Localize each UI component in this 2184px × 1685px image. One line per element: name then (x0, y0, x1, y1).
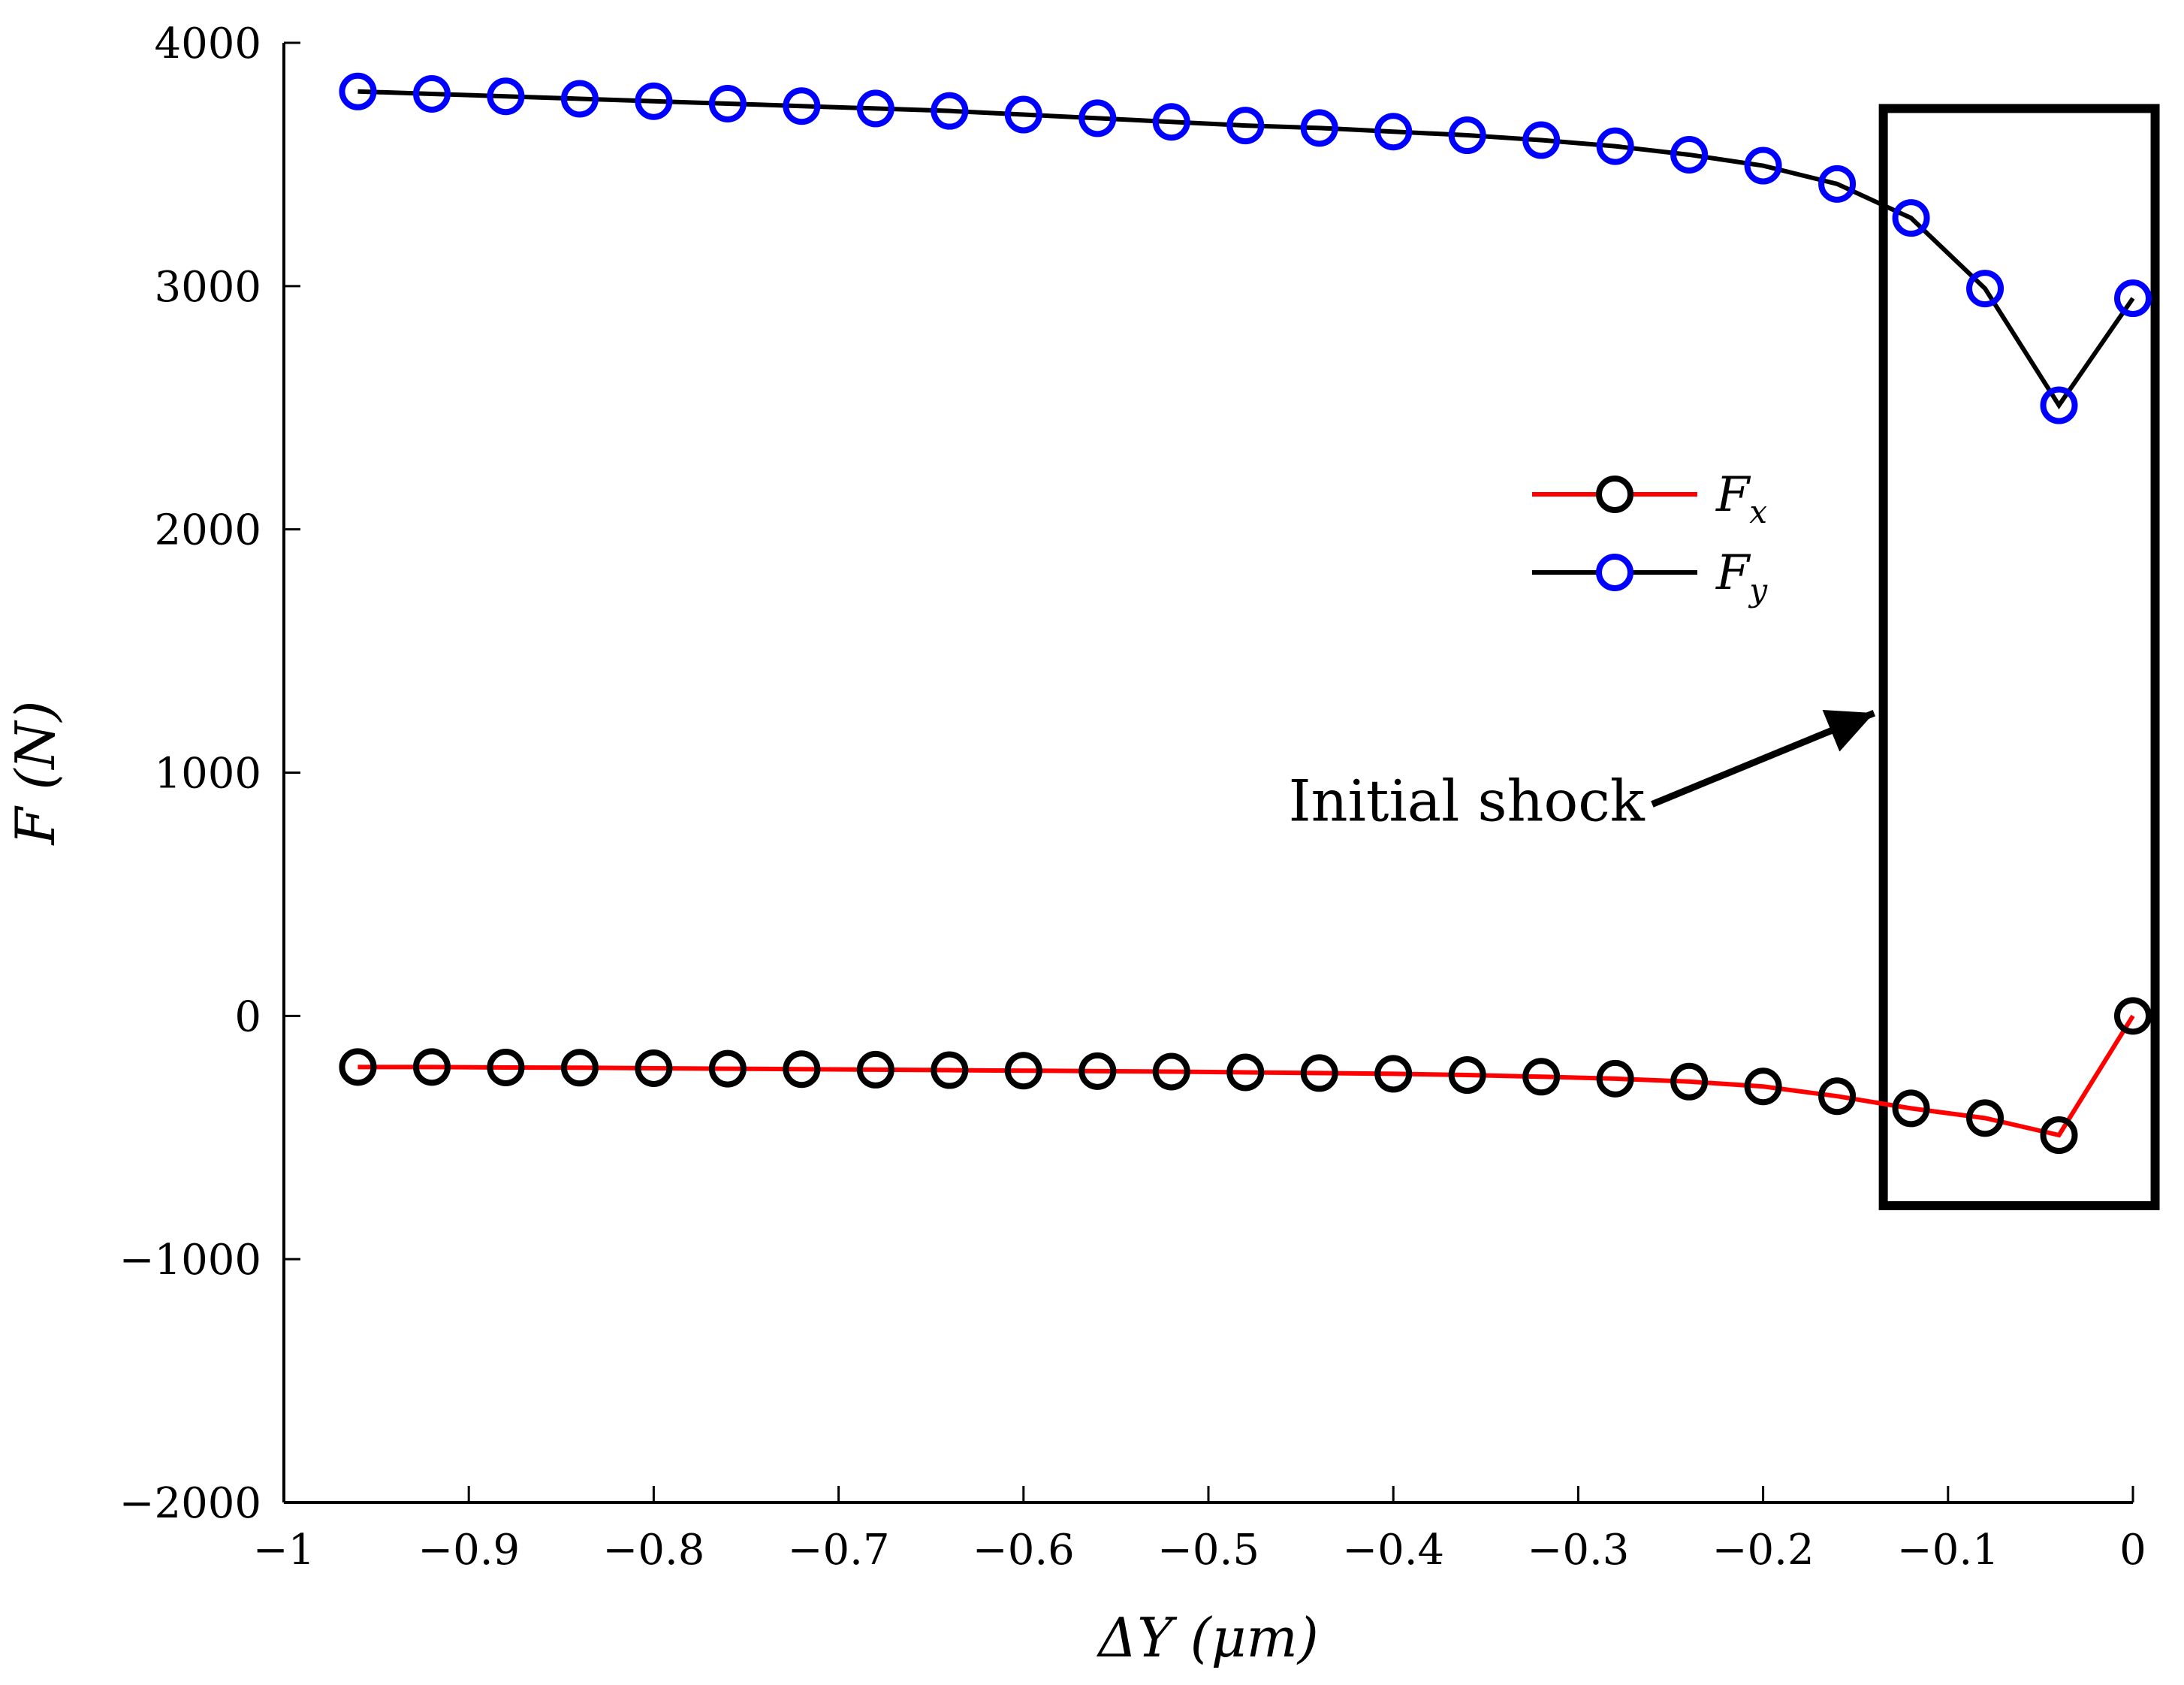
series-0-line (357, 1014, 2135, 1138)
x-tick-label: 0 (2119, 1526, 2146, 1575)
series-1-point (856, 89, 894, 128)
series-0-point (1374, 1055, 1413, 1093)
series-0-point (1004, 1052, 1042, 1090)
series-1-point (2114, 279, 2152, 318)
axes (282, 43, 2133, 1504)
x-tick-label: −0.5 (1157, 1526, 1259, 1575)
series-1-point (931, 92, 969, 130)
x-tick-label: −0.2 (1712, 1526, 1814, 1575)
series-0-point (1966, 1099, 2005, 1137)
x-tick-label: −0.8 (602, 1526, 704, 1575)
series-0-point (708, 1049, 747, 1088)
y-tick-label: 0 (234, 992, 261, 1041)
annotation-text: Initial shock (1289, 768, 1646, 835)
series-0-point (1818, 1077, 1857, 1116)
series-1-point (487, 77, 525, 116)
legend-marker-0 (1596, 476, 1633, 513)
series-1-point (1522, 121, 1561, 159)
series-0-point (1670, 1062, 1709, 1101)
series-0-point (1522, 1058, 1561, 1096)
series-1-point (2040, 386, 2078, 424)
series-1-point (339, 72, 377, 110)
series (339, 72, 2152, 1155)
series-0-point (1448, 1056, 1486, 1095)
y-tick-label: 4000 (154, 20, 261, 68)
legend: Fx Fy (1532, 467, 1768, 608)
series-0-point (783, 1050, 821, 1089)
legend-label-0: Fx (1715, 467, 1767, 530)
series-1-point (1152, 103, 1190, 141)
series-0-point (560, 1049, 599, 1087)
series-0-point (635, 1049, 673, 1087)
series-1-point (412, 75, 451, 113)
annotation-box (1878, 104, 2160, 1210)
series-0-point (1596, 1059, 1634, 1098)
series-0-point (487, 1048, 525, 1086)
x-tick-label: −0.1 (1897, 1526, 1999, 1575)
x-tick-label: −0.4 (1342, 1526, 1444, 1575)
series-1-point (1004, 95, 1042, 134)
x-tick-label: −0.9 (418, 1526, 520, 1575)
annotation-arrow-head (1822, 709, 1875, 752)
series-1-point (635, 82, 673, 120)
x-axis-label: ΔY (μm) (1096, 1606, 1319, 1669)
y-ticks: −2000 −1000 0 1000 2000 3000 4000 (119, 20, 300, 1528)
x-tick-label: −0.3 (1527, 1526, 1629, 1575)
series-0-point (2040, 1116, 2078, 1155)
series-0-point (339, 1048, 377, 1086)
y-tick-label: 3000 (154, 263, 261, 312)
series-1-point (1744, 146, 1782, 185)
x-ticks: −1 −0.9 −0.8 −0.7 −0.6 −0.5 −0.4 −0.3 −0.2 −0.1 0 (253, 1486, 2146, 1575)
series-1-point (560, 80, 599, 118)
legend-marker-1 (1596, 554, 1633, 591)
series-1-point (1226, 107, 1265, 145)
series-0-point (1744, 1067, 1782, 1106)
series-1-point (1448, 116, 1486, 155)
series-0-point (1152, 1052, 1190, 1091)
series-0-point (931, 1051, 969, 1089)
series-0-point (1300, 1054, 1338, 1092)
series-1-point (1596, 127, 1634, 165)
y-tick-label: 1000 (154, 750, 261, 799)
legend-label-1: Fy (1715, 545, 1768, 608)
x-tick-label: −1 (253, 1526, 315, 1575)
y-axis-label: F (N) (4, 700, 67, 846)
series-0-point (856, 1050, 894, 1089)
series-1-point (1670, 135, 1709, 174)
series-0-point (412, 1048, 451, 1086)
series-1-point (783, 87, 821, 125)
series-1-point (1818, 165, 1857, 203)
x-tick-label: −0.7 (788, 1526, 890, 1575)
series-0-point (1226, 1053, 1265, 1092)
y-tick-label: 2000 (154, 506, 261, 555)
series-1-point (1892, 199, 1930, 237)
series-1-point (1300, 109, 1338, 147)
annotation: Initial shock (1289, 104, 2160, 1210)
x-tick-label: −0.6 (973, 1526, 1075, 1575)
series-1-point (1374, 113, 1413, 151)
y-tick-label: −1000 (119, 1236, 261, 1285)
series-0-point (1078, 1052, 1117, 1090)
series-1-point (708, 84, 747, 122)
series-1-point (1078, 99, 1117, 137)
series-1-line (357, 89, 2135, 409)
y-tick-label: −2000 (119, 1479, 261, 1528)
series-1-point (1966, 270, 2005, 308)
series-0-point (1892, 1089, 1930, 1128)
series-0-point (2114, 997, 2152, 1035)
